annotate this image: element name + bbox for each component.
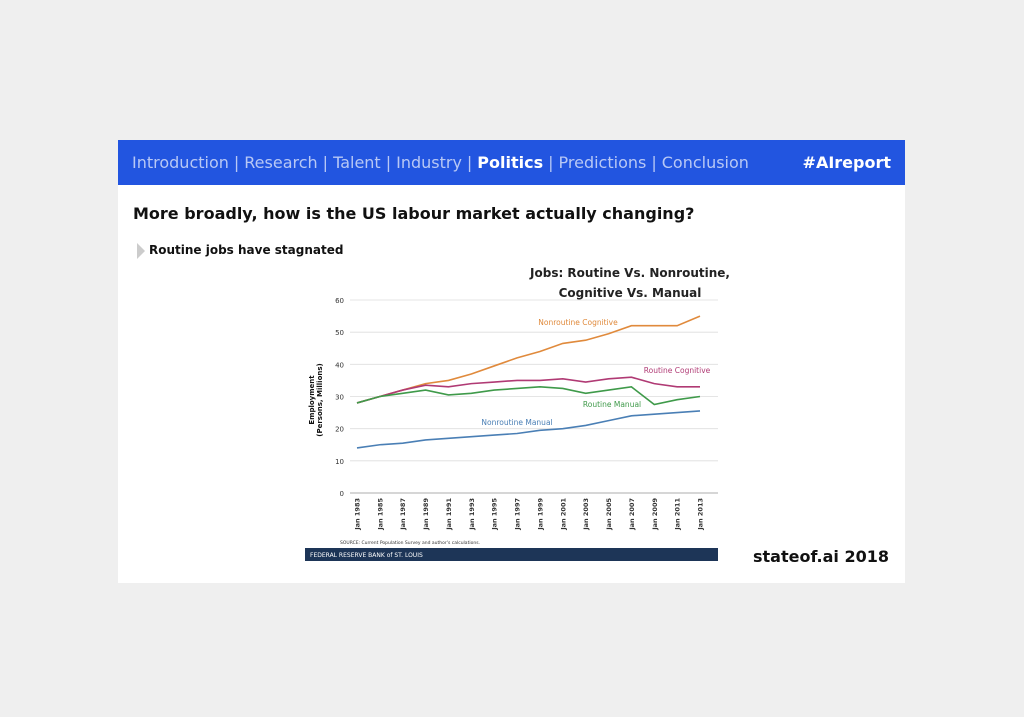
bullet-arrow xyxy=(137,243,145,259)
nav-bar: Introduction | Research | Talent | Industry | Po… xyxy=(118,140,905,185)
source-note: SOURCE: Current Population Survey and au… xyxy=(340,540,480,546)
series-label: Nonroutine Cognitive xyxy=(538,318,618,327)
bullet: Routine jobs have stagnated xyxy=(149,243,344,257)
x-tick-label: Jan 2001 xyxy=(559,498,567,531)
nav-separator: | xyxy=(466,153,473,172)
x-tick-label: Jan 2003 xyxy=(582,498,590,531)
nav-item[interactable]: Predictions xyxy=(558,153,647,172)
x-tick-label: Jan 1989 xyxy=(422,498,430,531)
chart-title: Jobs: Routine Vs. Nonroutine, Cognitive … xyxy=(530,266,730,300)
x-tick-label: Jan 1991 xyxy=(445,498,453,531)
nav-item[interactable]: Conclusion xyxy=(661,153,749,172)
credit-bar xyxy=(305,548,718,561)
nav-separator: | xyxy=(322,153,329,172)
series-line xyxy=(356,410,701,449)
footer: stateof.ai 2018 xyxy=(752,547,889,566)
nav-separator: | xyxy=(233,153,240,172)
series-line xyxy=(356,376,700,404)
x-tick-label: Jan 2011 xyxy=(674,498,682,531)
series-line xyxy=(356,386,701,406)
x-tick-label: Jan 1997 xyxy=(514,498,522,531)
y-tick-label: 50 xyxy=(335,329,344,337)
nav-item[interactable]: Research xyxy=(244,153,318,172)
nav-separator: | xyxy=(548,153,554,172)
x-tick-label: Jan 1983 xyxy=(354,498,362,531)
series-label: Nonroutine Manual xyxy=(481,418,552,427)
y-tick-label: 40 xyxy=(335,361,344,369)
series-label: Routine Manual xyxy=(583,400,641,409)
x-tick-label: Jan 1999 xyxy=(536,498,544,531)
x-tick-label: Jan 1985 xyxy=(376,498,384,531)
nav-item[interactable]: Industry xyxy=(396,153,462,172)
y-tick-label: 0 xyxy=(340,490,344,498)
y-tick-label: 20 xyxy=(335,426,344,434)
y-tick-label: 10 xyxy=(335,458,344,466)
hashtag: #AIreport xyxy=(802,153,891,172)
x-tick-label: Jan 1987 xyxy=(399,498,407,531)
slide: Introduction | Research | Talent | Industry | Po… xyxy=(118,140,905,583)
credit: FEDERAL RESERVE BANK of ST. LOUIS xyxy=(310,552,423,559)
nav-separator: | xyxy=(651,153,657,172)
x-tick-label: Jan 2013 xyxy=(697,498,705,531)
x-tick-label: Jan 1993 xyxy=(468,498,476,531)
heading: More broadly, how is the US labour marke… xyxy=(133,204,695,223)
nav-item[interactable]: Talent xyxy=(333,153,381,172)
x-tick-label: Jan 2005 xyxy=(605,498,613,531)
nav-separator: | xyxy=(385,153,392,172)
x-tick-label: Jan 2009 xyxy=(651,498,659,531)
y-tick-label: 30 xyxy=(335,394,344,402)
series-label: Routine Cognitive xyxy=(644,366,711,375)
nav-items: Introduction | Research | Talent | Industry | Po… xyxy=(132,153,749,172)
x-tick-label: Jan 2007 xyxy=(628,498,636,531)
x-tick-label: Jan 1995 xyxy=(491,498,499,531)
series-line xyxy=(356,315,701,404)
nav-item[interactable]: Introduction xyxy=(132,153,229,172)
y-tick-label: 60 xyxy=(335,297,344,305)
nav-item[interactable]: Politics xyxy=(477,153,544,172)
